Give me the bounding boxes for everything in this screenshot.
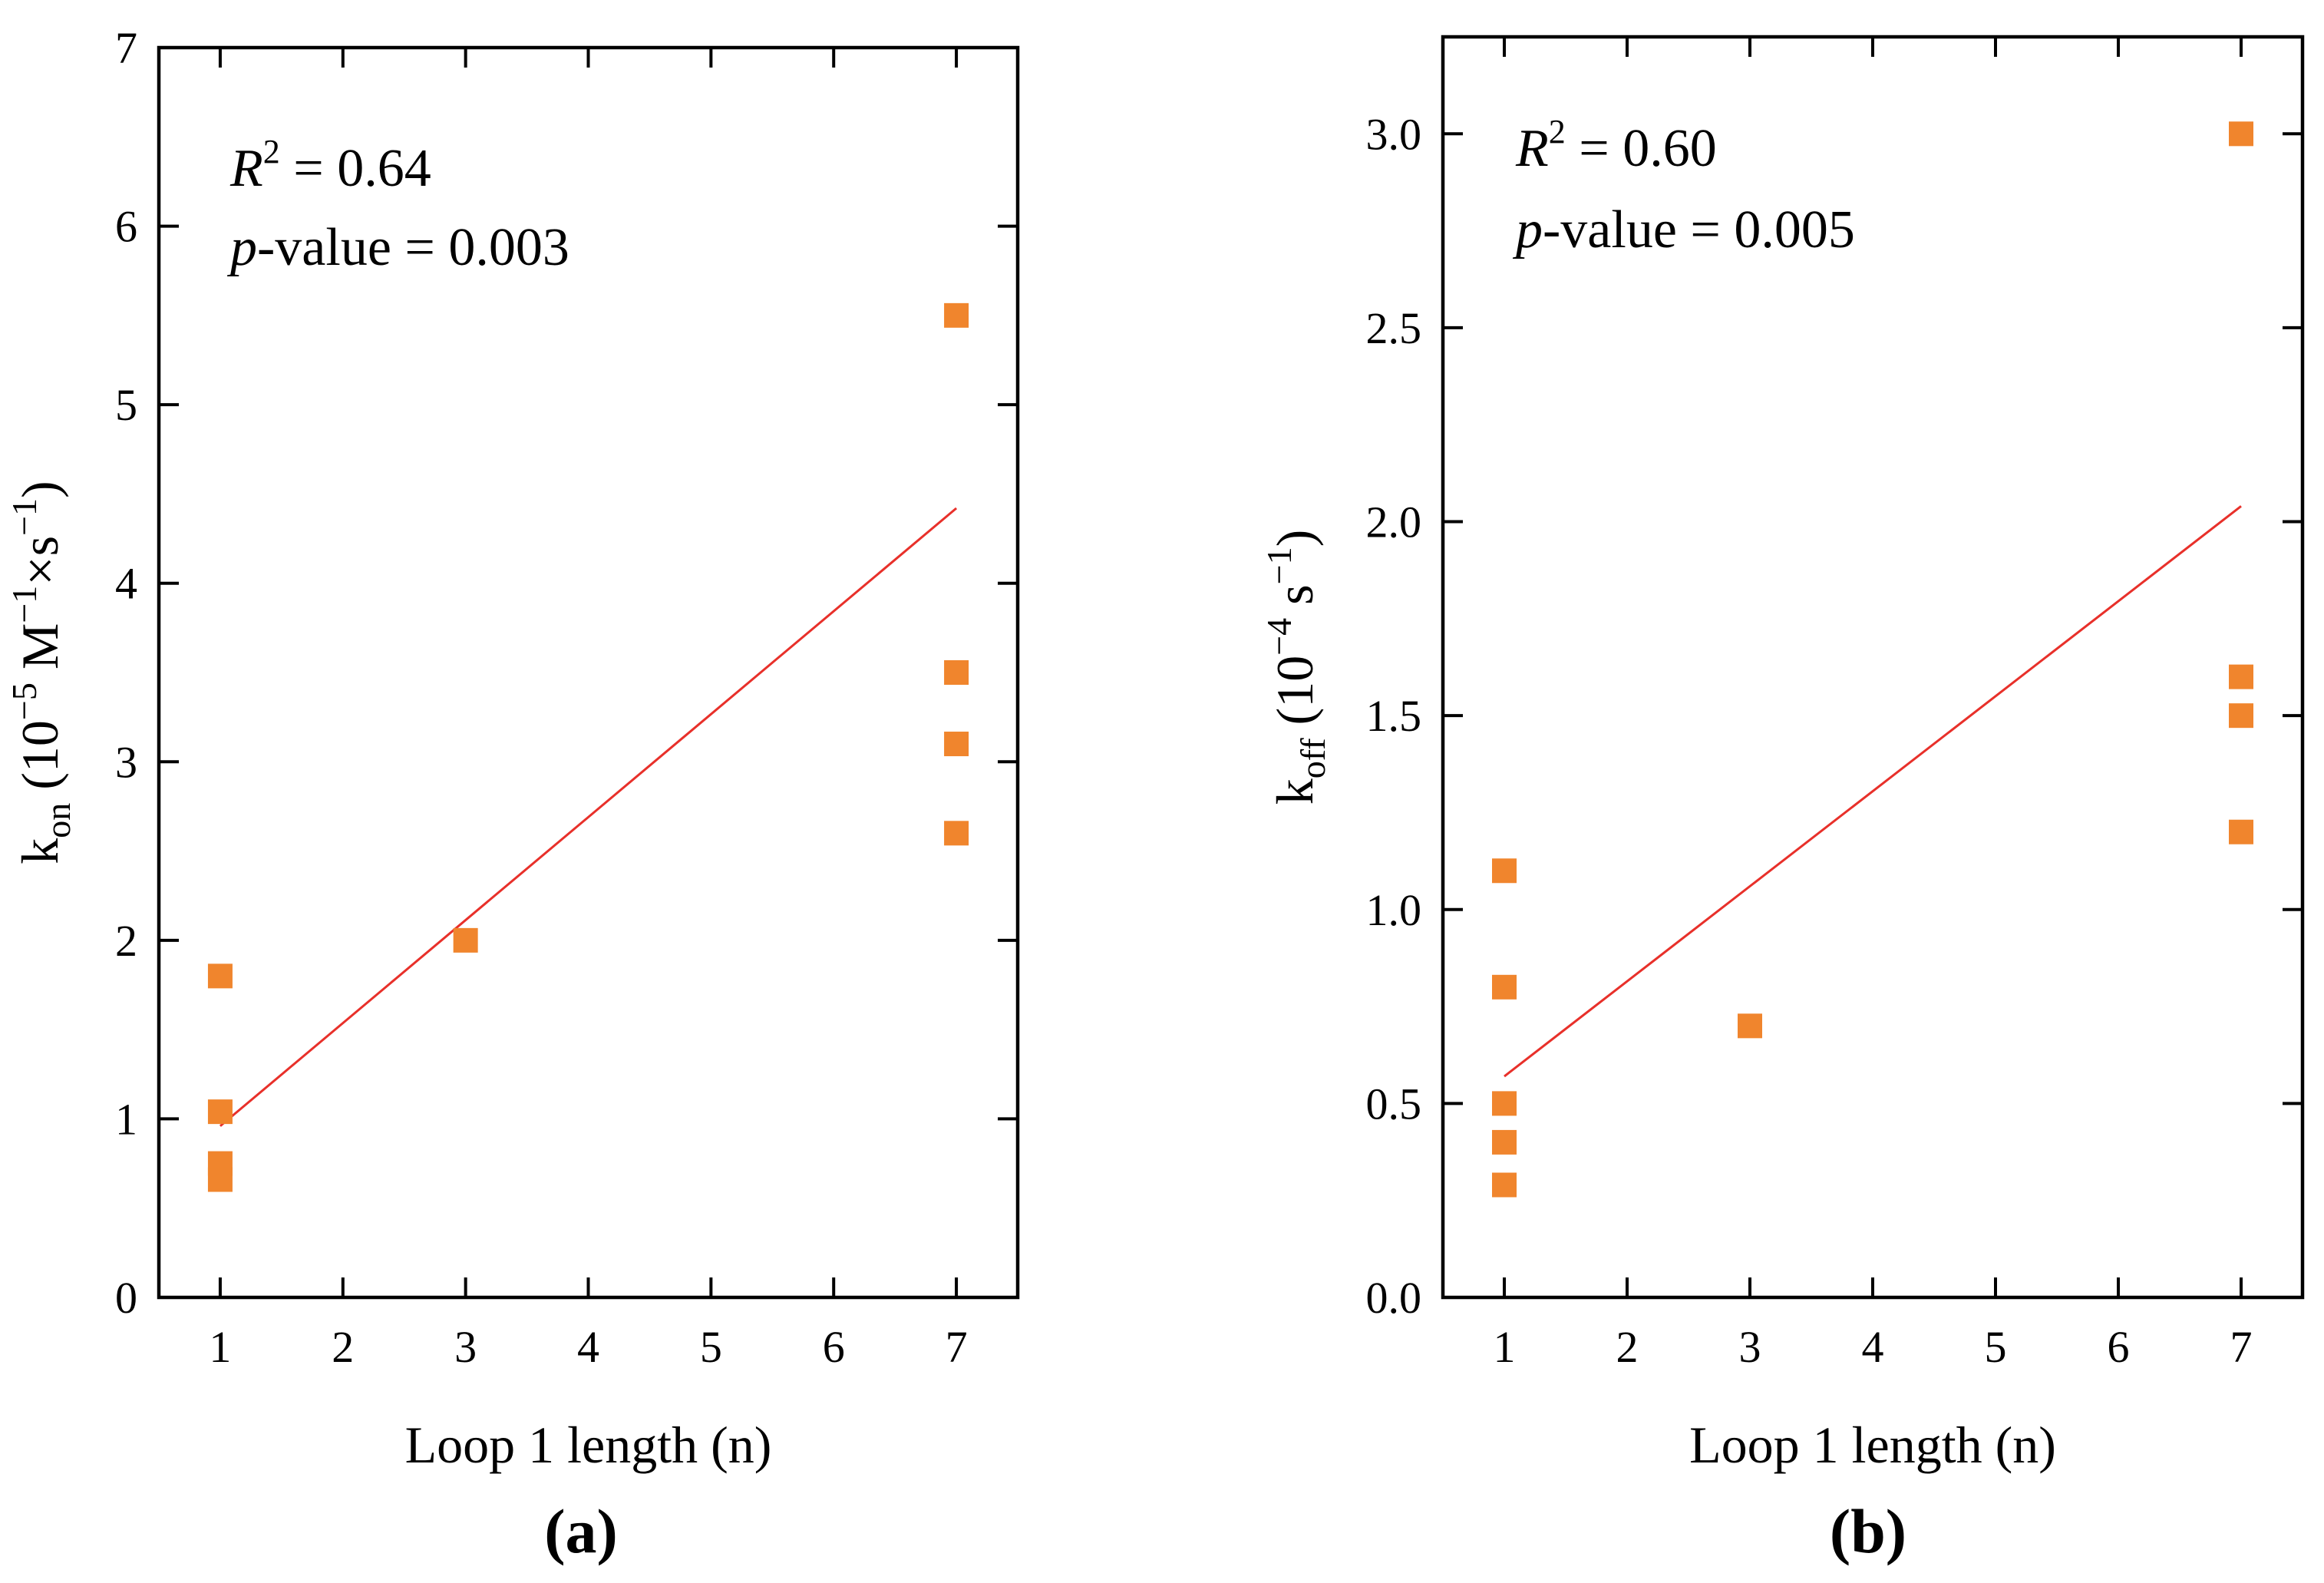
r-squared-annotation: R2 = 0.64	[229, 133, 431, 198]
r-squared-exponent: 2	[263, 133, 280, 170]
y-title-text: (10	[11, 720, 69, 803]
p-value-annotation: p-value = 0.005	[1512, 200, 1855, 259]
x-tick-label: 7	[2230, 1322, 2253, 1372]
y-tick-label: 3.0	[1366, 109, 1422, 159]
data-point	[944, 821, 969, 846]
r-squared-exponent: 2	[1549, 113, 1566, 150]
x-tick-label: 2	[332, 1322, 354, 1372]
y-title-unit: ×s	[11, 536, 69, 586]
data-point	[207, 1167, 233, 1192]
panel-paren: )	[1886, 1496, 1906, 1566]
data-point	[1492, 974, 1517, 1000]
panel-label: (b)	[1830, 1496, 1906, 1566]
p-symbol: p	[1512, 200, 1543, 259]
y-title-base: k	[11, 838, 69, 864]
panel-paren: (	[1830, 1496, 1850, 1566]
y-tick-label: 0.0	[1366, 1273, 1422, 1323]
data-point	[2229, 121, 2253, 147]
y-tick-label: 1.0	[1366, 885, 1422, 935]
data-point	[1492, 1129, 1517, 1155]
fit-line	[1504, 505, 2242, 1078]
data-point	[1738, 1013, 1762, 1039]
r-squared-symbol: R	[229, 139, 263, 198]
y-tick-label: 2.0	[1366, 497, 1422, 547]
data-point	[207, 1099, 233, 1125]
y-title-unit: s	[1266, 584, 1324, 617]
x-tick-label: 3	[454, 1322, 477, 1372]
panel-b: 1 2 3 4 5 6 70.00.51.01.52.02.53.0 R2 = 0.60p-v…	[1259, 35, 2305, 1566]
panel-letter: a	[566, 1496, 597, 1566]
data-point	[944, 732, 969, 757]
y-title-exponent: −1	[5, 586, 44, 623]
x-tick-label: 3	[1739, 1322, 1761, 1372]
y-title-exponent: −1	[5, 498, 44, 536]
y-tick-label: 5	[115, 380, 137, 430]
x-tick-label: 7	[946, 1322, 968, 1372]
x-tick-label: 6	[823, 1322, 845, 1372]
y-title-exponent: −5	[5, 682, 44, 720]
data-point	[2229, 664, 2253, 689]
y-axis-title: kon (10−5 M−1×s−1)	[5, 481, 78, 864]
y-tick-label: 7	[115, 23, 137, 73]
y-title-base: k	[1266, 778, 1324, 805]
x-tick-label: 5	[700, 1322, 722, 1372]
y-tick-label: 1.5	[1366, 691, 1422, 741]
y-tick-label: 0.5	[1366, 1079, 1422, 1129]
y-title-end: )	[1266, 530, 1324, 547]
x-tick-label: 1	[209, 1322, 231, 1372]
r-squared-annotation: R2 = 0.60	[1515, 113, 1717, 178]
x-tick-label: 2	[1616, 1322, 1639, 1372]
r-squared-value: = 0.60	[1566, 119, 1717, 178]
y-axis-title: koff (10−4 s−1)	[1259, 530, 1332, 805]
data-point	[1492, 858, 1517, 884]
data-point	[944, 660, 969, 685]
data-point	[2229, 819, 2253, 844]
p-value-text: -value = 0.005	[1543, 200, 1855, 259]
y-tick-label: 0	[115, 1273, 137, 1323]
x-tick-label: 1	[1494, 1322, 1516, 1372]
x-axis-title: Loop 1 length (n)	[405, 1416, 772, 1474]
x-tick-label: 4	[577, 1322, 599, 1372]
y-tick-label: 2.5	[1366, 303, 1422, 353]
panel-letter: b	[1850, 1496, 1886, 1566]
x-tick-label: 4	[1862, 1322, 1884, 1372]
r-squared-symbol: R	[1515, 119, 1549, 178]
p-value-annotation: p-value = 0.003	[226, 218, 569, 277]
panel-label: (a)	[544, 1496, 618, 1566]
y-title-subscript: on	[38, 803, 78, 838]
p-symbol: p	[226, 218, 257, 277]
y-title-exponent: −4	[1259, 618, 1299, 656]
y-title-unit: M	[11, 623, 69, 682]
y-title-subscript: off	[1293, 738, 1332, 778]
p-value-text: -value = 0.003	[257, 218, 569, 277]
data-point	[1492, 1091, 1517, 1116]
fit-line	[219, 507, 958, 1127]
y-tick-label: 3	[115, 737, 137, 787]
x-tick-label: 6	[2108, 1322, 2130, 1372]
y-tick-label: 2	[115, 916, 137, 966]
y-title-exponent: −1	[1259, 547, 1299, 584]
data-point	[453, 927, 478, 953]
data-point	[1492, 1172, 1517, 1198]
x-tick-label: 5	[1985, 1322, 2007, 1372]
panel-paren: )	[597, 1496, 618, 1566]
data-point	[944, 302, 969, 328]
y-title-text: (10	[1266, 656, 1324, 739]
panel-paren: (	[544, 1496, 565, 1566]
data-point	[207, 963, 233, 989]
y-tick-label: 1	[115, 1094, 137, 1144]
y-tick-label: 4	[115, 559, 137, 609]
y-title-end: )	[11, 481, 69, 498]
data-point	[2229, 703, 2253, 729]
r-squared-value: = 0.64	[280, 139, 431, 198]
x-axis-title: Loop 1 length (n)	[1689, 1416, 2056, 1474]
y-tick-label: 6	[115, 202, 137, 252]
